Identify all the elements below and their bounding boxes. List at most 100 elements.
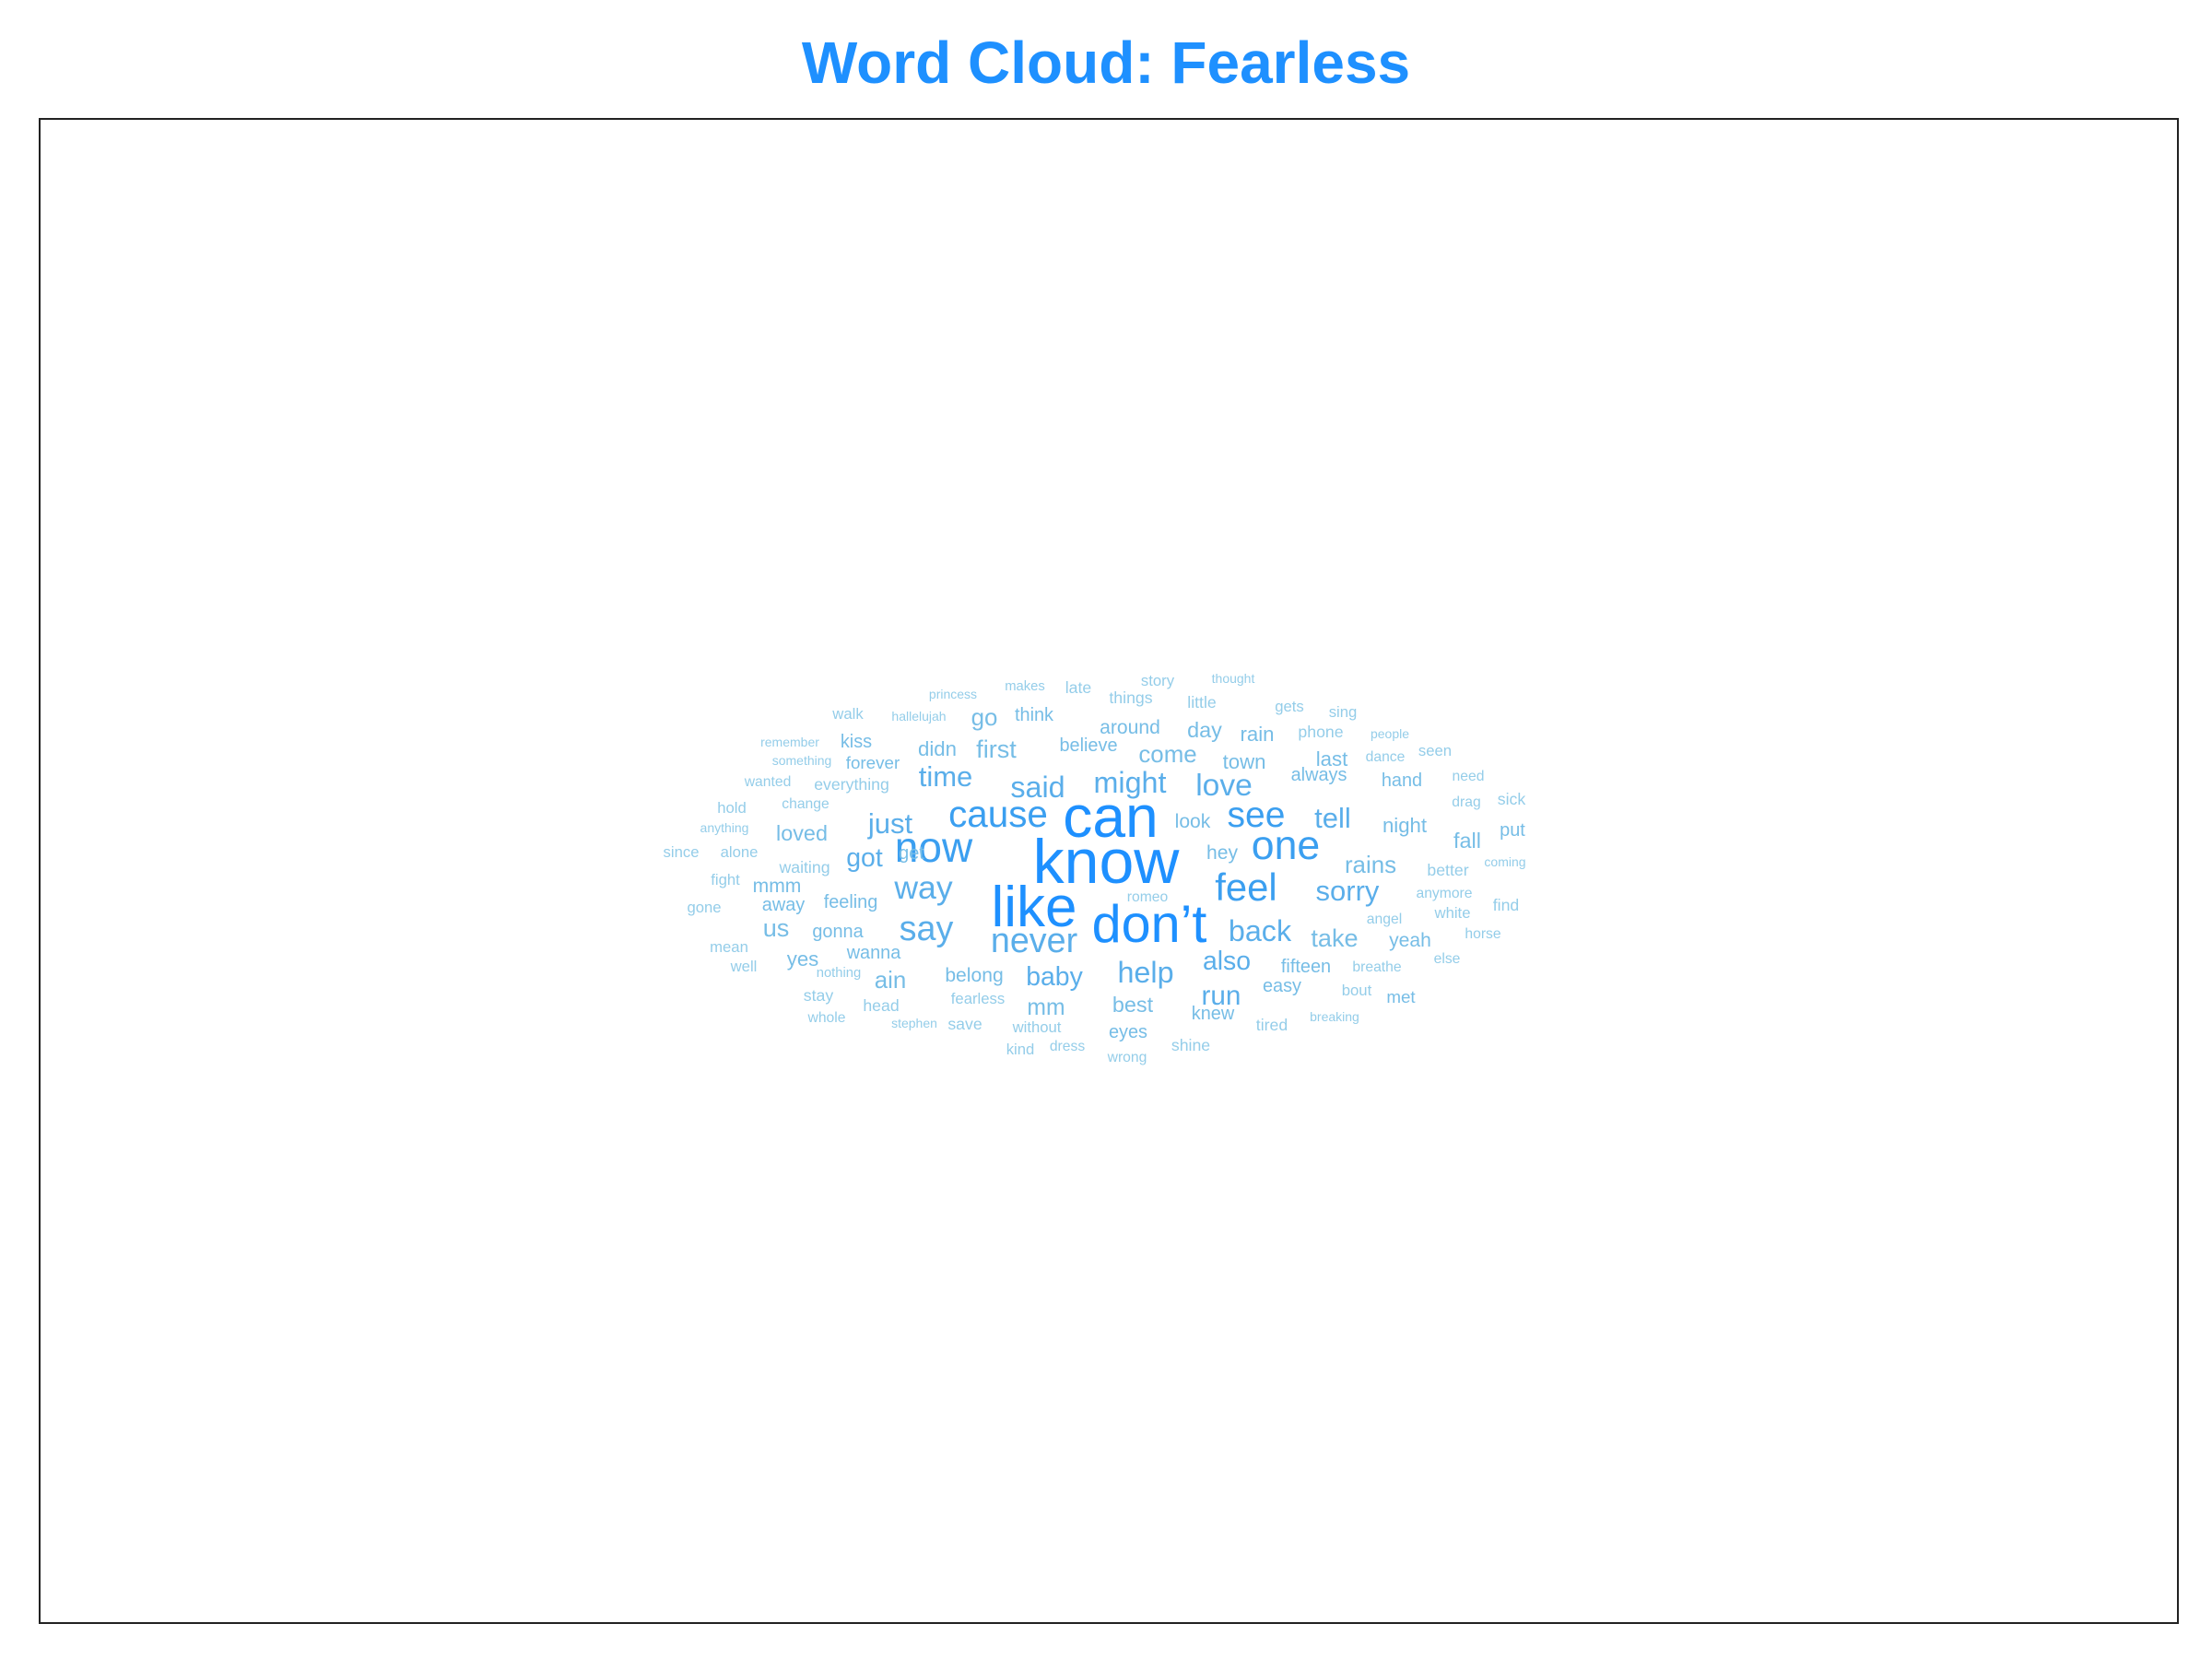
word-since: since xyxy=(664,843,700,861)
word-kind: kind xyxy=(1006,1041,1035,1058)
word-story: story xyxy=(1141,672,1175,689)
word-fifteen: fifteen xyxy=(1281,957,1331,977)
word-day: day xyxy=(1187,718,1222,742)
word-see: see xyxy=(1228,795,1286,835)
word-stay: stay xyxy=(804,986,834,1005)
word-thought: thought xyxy=(1212,671,1255,686)
word-things: things xyxy=(1109,688,1152,707)
word-mmm: mmm xyxy=(753,876,802,897)
word-breathe: breathe xyxy=(1352,959,1401,975)
word-always: always xyxy=(1291,765,1347,785)
word-dont: don’t xyxy=(1092,895,1207,954)
word-wrong: wrong xyxy=(1107,1050,1147,1065)
word-said: said xyxy=(1010,771,1065,804)
word-waiting: waiting xyxy=(778,858,830,877)
word-away: away xyxy=(762,895,805,915)
word-night: night xyxy=(1382,814,1427,837)
word-white: white xyxy=(1434,904,1471,922)
word-last: last xyxy=(1316,747,1348,771)
word-back: back xyxy=(1229,914,1292,947)
word-like: like xyxy=(991,876,1077,939)
word-gone: gone xyxy=(687,899,721,916)
word-fall: fall xyxy=(1453,829,1481,853)
word-now: now xyxy=(895,823,973,871)
word-us: us xyxy=(763,913,790,942)
word-belong: belong xyxy=(945,965,1003,986)
word-hold: hold xyxy=(717,799,747,817)
word-rains: rains xyxy=(1345,853,1396,878)
word-horse: horse xyxy=(1465,926,1501,942)
word-can: can xyxy=(1063,783,1159,850)
chart-title: Word Cloud: Fearless xyxy=(801,29,1411,96)
word-run: run xyxy=(1202,981,1241,1011)
word-well: well xyxy=(730,958,758,975)
word-just: just xyxy=(867,807,913,840)
word-forever: forever xyxy=(846,753,900,772)
word-alone: alone xyxy=(721,843,759,861)
word-find: find xyxy=(1493,896,1520,914)
word-breaking: breaking xyxy=(1310,1009,1359,1024)
word-yes: yes xyxy=(787,947,819,971)
word-also: also xyxy=(1203,947,1251,976)
word-drag: drag xyxy=(1452,794,1480,810)
word-walk: walk xyxy=(831,705,864,723)
word-put: put xyxy=(1500,820,1525,841)
word-else: else xyxy=(1434,951,1461,967)
word-little: little xyxy=(1187,693,1217,712)
word-sing: sing xyxy=(1329,703,1358,721)
word-believe: believe xyxy=(1059,735,1117,756)
word-anymore: anymore xyxy=(1416,886,1472,901)
word-didn: didn xyxy=(918,737,957,760)
plot-frame xyxy=(39,118,2179,1624)
word-kiss: kiss xyxy=(841,732,872,752)
word-best: best xyxy=(1112,993,1154,1017)
word-met: met xyxy=(1386,987,1416,1006)
word-phone: phone xyxy=(1298,723,1343,741)
word-hey: hey xyxy=(1206,842,1238,864)
word-change: change xyxy=(782,796,830,812)
word-yeah: yeah xyxy=(1389,930,1431,951)
word-help: help xyxy=(1117,956,1173,989)
word-sick: sick xyxy=(1498,790,1526,808)
word-time: time xyxy=(919,760,973,793)
word-never: never xyxy=(991,921,1077,959)
word-ain: ain xyxy=(875,968,907,994)
word-go: go xyxy=(971,705,998,731)
word-knew: knew xyxy=(1192,1004,1235,1024)
word-got: got xyxy=(846,843,883,873)
word-take: take xyxy=(1311,924,1358,952)
word-everything: everything xyxy=(814,775,889,794)
word-remember: remember xyxy=(760,735,819,749)
word-gets: gets xyxy=(1275,698,1304,715)
word-know: know xyxy=(1033,827,1181,897)
word-anything: anything xyxy=(700,820,749,835)
word-something: something xyxy=(772,753,832,768)
word-first: first xyxy=(976,735,1017,763)
word-tell: tell xyxy=(1314,802,1351,834)
word-think: think xyxy=(1015,705,1053,725)
word-romeo: romeo xyxy=(1127,889,1169,905)
word-hand: hand xyxy=(1382,771,1422,791)
word-come: come xyxy=(1138,742,1196,768)
word-tired: tired xyxy=(1256,1016,1288,1034)
word-stephen: stephen xyxy=(891,1016,937,1030)
word-nothing: nothing xyxy=(817,966,862,981)
word-eyes: eyes xyxy=(1109,1022,1147,1042)
word-coming: coming xyxy=(1484,854,1525,869)
word-better: better xyxy=(1427,861,1468,879)
word-angel: angel xyxy=(1367,912,1402,927)
word-might: might xyxy=(1094,766,1167,799)
word-need: need xyxy=(1453,769,1485,784)
word-feeling: feeling xyxy=(824,892,878,912)
word-easy: easy xyxy=(1263,976,1301,996)
word-mm: mm xyxy=(1027,995,1065,1020)
word-dress: dress xyxy=(1050,1039,1086,1054)
word-princess: princess xyxy=(929,687,977,701)
word-without: without xyxy=(1012,1018,1062,1036)
word-wanted: wanted xyxy=(744,774,792,790)
word-makes: makes xyxy=(1005,679,1045,694)
word-shine: shine xyxy=(1171,1036,1210,1054)
word-look: look xyxy=(1175,811,1211,832)
word-whole: whole xyxy=(807,1010,846,1026)
